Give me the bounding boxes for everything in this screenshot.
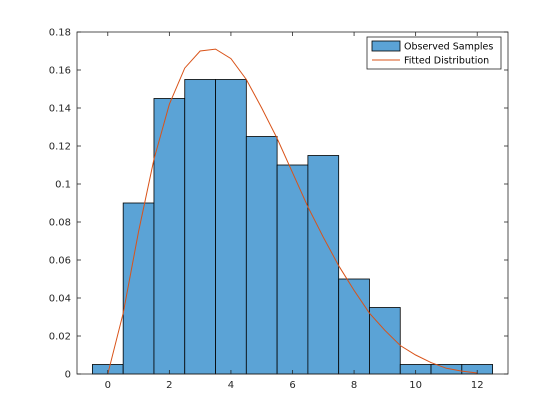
y-tick-label: 0.1 — [55, 180, 71, 191]
y-tick-label: 0.12 — [49, 142, 71, 153]
y-tick-label: 0.02 — [49, 332, 71, 343]
x-tick-label: 4 — [228, 380, 234, 391]
histogram-bar — [245, 136, 278, 375]
x-tick-label: 2 — [166, 380, 172, 391]
histogram-bar — [307, 155, 340, 375]
fitted-distribution-line — [107, 48, 478, 375]
legend: Observed Samples Fitted Distribution — [366, 36, 502, 70]
legend-label-observed: Observed Samples — [404, 42, 493, 53]
legend-swatch-observed — [371, 40, 401, 52]
y-tick-label: 0.16 — [49, 66, 71, 77]
legend-label-fitted: Fitted Distribution — [404, 56, 489, 67]
x-tick-label: 0 — [105, 380, 111, 391]
histogram-bar — [184, 79, 216, 375]
x-tick-label: 10 — [409, 380, 422, 391]
x-tick-label: 6 — [289, 380, 295, 391]
histogram-bar — [215, 79, 247, 375]
y-tick-label: 0.08 — [49, 218, 71, 229]
histogram-bar — [153, 98, 186, 375]
y-tick-label: 0.14 — [49, 104, 71, 115]
y-tick-label: 0.18 — [49, 28, 71, 39]
histogram-bars — [91, 79, 494, 375]
x-tick-label: 12 — [471, 380, 484, 391]
x-tick-label: 8 — [351, 380, 357, 391]
histogram-bar — [338, 278, 370, 375]
x-axis-ticks: 0 2 4 6 8 10 12 — [105, 32, 484, 391]
histogram-bar — [430, 364, 463, 375]
y-tick-label: 0.06 — [49, 256, 71, 267]
y-tick-label: 0 — [65, 370, 71, 381]
y-axis-ticks: 0 0.02 0.04 0.06 0.08 0.1 0.12 0.14 0.16 0.18 — [49, 28, 508, 381]
y-tick-label: 0.04 — [49, 294, 71, 305]
